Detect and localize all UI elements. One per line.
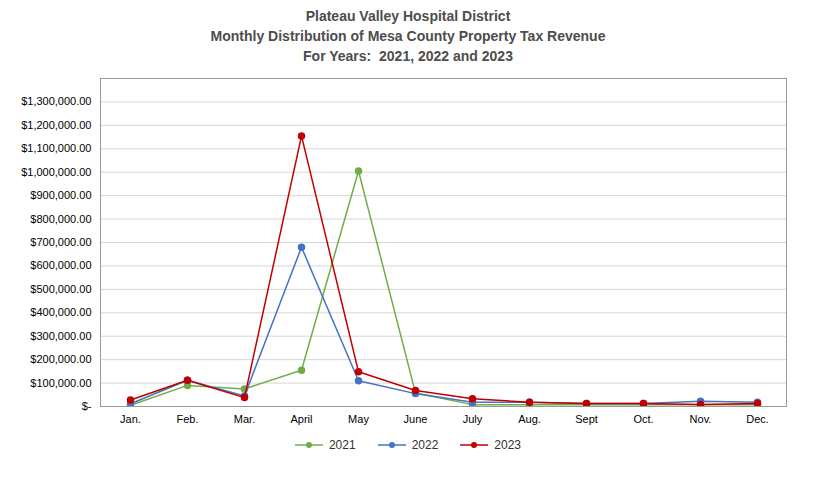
svg-text:$1,200,000.00: $1,200,000.00 bbox=[21, 119, 91, 131]
svg-text:$500,000.00: $500,000.00 bbox=[30, 283, 91, 295]
svg-text:Nov.: Nov. bbox=[690, 413, 712, 425]
svg-text:$300,000.00: $300,000.00 bbox=[30, 330, 91, 342]
svg-text:$200,000.00: $200,000.00 bbox=[30, 353, 91, 365]
svg-text:Aug.: Aug. bbox=[518, 413, 541, 425]
svg-text:Jan.: Jan. bbox=[120, 413, 141, 425]
svg-text:April: April bbox=[290, 413, 312, 425]
svg-text:May: May bbox=[348, 413, 369, 425]
svg-text:$900,000.00: $900,000.00 bbox=[30, 189, 91, 201]
svg-text:$1,000,000.00: $1,000,000.00 bbox=[21, 166, 91, 178]
html-text:2022: 2022 bbox=[411, 438, 439, 452]
svg-text:$-: $- bbox=[82, 400, 92, 412]
svg-text:Sept: Sept bbox=[575, 413, 598, 425]
svg-text:$800,000.00: $800,000.00 bbox=[30, 213, 91, 225]
svg-text:$1,300,000.00: $1,300,000.00 bbox=[21, 95, 91, 107]
html-text:2021: 2021 bbox=[328, 438, 356, 452]
html-text:Plateau Valley Hospital Distri: Plateau Valley Hospital District Monthly… bbox=[210, 8, 606, 64]
svg-text:Oct.: Oct. bbox=[633, 413, 653, 425]
svg-text:Mar.: Mar. bbox=[234, 413, 255, 425]
svg-text:$700,000.00: $700,000.00 bbox=[30, 236, 91, 248]
svg-text:June: June bbox=[404, 413, 428, 425]
html-text:2023: 2023 bbox=[494, 438, 521, 452]
svg-text:Dec.: Dec. bbox=[746, 413, 769, 425]
svg-text:$1,100,000.00: $1,100,000.00 bbox=[21, 142, 91, 154]
svg-text:July: July bbox=[463, 413, 483, 425]
svg-text:$600,000.00: $600,000.00 bbox=[30, 259, 91, 271]
svg-text:$400,000.00: $400,000.00 bbox=[30, 306, 91, 318]
svg-text:$100,000.00: $100,000.00 bbox=[30, 377, 91, 389]
svg-text:Feb.: Feb. bbox=[176, 413, 198, 425]
